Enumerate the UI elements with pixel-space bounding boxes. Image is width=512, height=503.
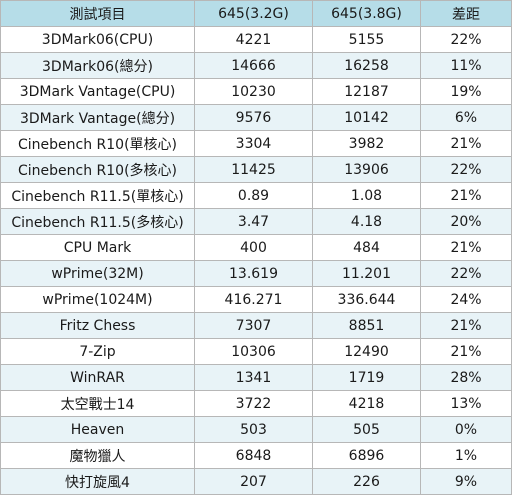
cell-645-3-8g: 3982: [312, 130, 421, 157]
cell-645-3-2g: 6848: [194, 442, 313, 469]
cell-difference: 22%: [420, 260, 512, 287]
cell-645-3-2g: 9576: [194, 104, 313, 131]
cell-test-item: Cinebench R10(單核心): [0, 130, 195, 157]
cell-test-item: 魔物獵人: [0, 442, 195, 469]
cell-645-3-2g: 4221: [194, 26, 313, 53]
cell-test-item: wPrime(1024M): [0, 286, 195, 313]
cell-645-3-8g: 12187: [312, 78, 421, 105]
cell-difference: 21%: [420, 234, 512, 261]
table-row: wPrime(1024M) 416.271 336.644 24%: [0, 286, 512, 313]
cell-645-3-2g: 3722: [194, 390, 313, 417]
cell-difference: 21%: [420, 130, 512, 157]
cell-test-item: wPrime(32M): [0, 260, 195, 287]
cell-test-item: Fritz Chess: [0, 312, 195, 339]
table-row: 3DMark Vantage(總分) 9576 10142 6%: [0, 104, 512, 131]
cell-test-item: 3DMark Vantage(CPU): [0, 78, 195, 105]
cell-difference: 13%: [420, 390, 512, 417]
table-row: 7-Zip 10306 12490 21%: [0, 338, 512, 365]
cell-difference: 24%: [420, 286, 512, 313]
cell-difference: 28%: [420, 364, 512, 391]
cell-645-3-2g: 7307: [194, 312, 313, 339]
cell-645-3-8g: 11.201: [312, 260, 421, 287]
cell-difference: 21%: [420, 338, 512, 365]
cell-difference: 0%: [420, 416, 512, 443]
cell-645-3-8g: 226: [312, 468, 421, 495]
header-645-3-2g: 645(3.2G): [194, 0, 313, 27]
header-row: 測試項目 645(3.2G) 645(3.8G) 差距: [0, 0, 512, 27]
cell-difference: 1%: [420, 442, 512, 469]
cell-645-3-8g: 4218: [312, 390, 421, 417]
cell-645-3-2g: 14666: [194, 52, 313, 79]
cell-645-3-8g: 4.18: [312, 208, 421, 235]
table-row: Fritz Chess 7307 8851 21%: [0, 312, 512, 339]
cell-test-item: 太空戰士14: [0, 390, 195, 417]
cell-difference: 21%: [420, 182, 512, 209]
cell-test-item: Cinebench R11.5(多核心): [0, 208, 195, 235]
table-row: 3DMark Vantage(CPU) 10230 12187 19%: [0, 78, 512, 105]
header-test-item: 測試項目: [0, 0, 195, 27]
cell-difference: 6%: [420, 104, 512, 131]
cell-test-item: 3DMark Vantage(總分): [0, 104, 195, 131]
cell-test-item: Heaven: [0, 416, 195, 443]
cell-645-3-8g: 336.644: [312, 286, 421, 313]
table-row: CPU Mark 400 484 21%: [0, 234, 512, 261]
cell-difference: 11%: [420, 52, 512, 79]
cell-645-3-8g: 10142: [312, 104, 421, 131]
cell-test-item: 快打旋風4: [0, 468, 195, 495]
cell-645-3-8g: 12490: [312, 338, 421, 365]
cell-645-3-2g: 503: [194, 416, 313, 443]
table-row: Cinebench R10(多核心) 11425 13906 22%: [0, 156, 512, 183]
cell-test-item: CPU Mark: [0, 234, 195, 261]
cell-645-3-8g: 6896: [312, 442, 421, 469]
table-row: 太空戰士14 3722 4218 13%: [0, 390, 512, 417]
cell-difference: 19%: [420, 78, 512, 105]
cell-difference: 22%: [420, 26, 512, 53]
table-row: Heaven 503 505 0%: [0, 416, 512, 443]
table-body: 3DMark06(CPU) 4221 5155 22% 3DMark06(總分) 1466…: [0, 26, 512, 495]
cell-645-3-8g: 8851: [312, 312, 421, 339]
header-645-3-8g: 645(3.8G): [312, 0, 421, 27]
cell-645-3-2g: 11425: [194, 156, 313, 183]
cell-test-item: Cinebench R10(多核心): [0, 156, 195, 183]
cell-test-item: Cinebench R11.5(單核心): [0, 182, 195, 209]
table-row: Cinebench R10(單核心) 3304 3982 21%: [0, 130, 512, 157]
cell-test-item: WinRAR: [0, 364, 195, 391]
table-row: 魔物獵人 6848 6896 1%: [0, 442, 512, 469]
table-row: Cinebench R11.5(單核心) 0.89 1.08 21%: [0, 182, 512, 209]
cell-645-3-2g: 13.619: [194, 260, 313, 287]
cell-645-3-8g: 1.08: [312, 182, 421, 209]
cell-645-3-8g: 13906: [312, 156, 421, 183]
cell-645-3-2g: 0.89: [194, 182, 313, 209]
cell-test-item: 3DMark06(總分): [0, 52, 195, 79]
table-row: 快打旋風4 207 226 9%: [0, 468, 512, 495]
table-row: 3DMark06(CPU) 4221 5155 22%: [0, 26, 512, 53]
cell-645-3-2g: 10230: [194, 78, 313, 105]
cell-645-3-8g: 5155: [312, 26, 421, 53]
table-header: 測試項目 645(3.2G) 645(3.8G) 差距: [0, 0, 512, 27]
table-row: Cinebench R11.5(多核心) 3.47 4.18 20%: [0, 208, 512, 235]
cell-645-3-8g: 505: [312, 416, 421, 443]
cell-645-3-2g: 400: [194, 234, 313, 261]
cell-difference: 9%: [420, 468, 512, 495]
cell-difference: 22%: [420, 156, 512, 183]
cell-645-3-2g: 3304: [194, 130, 313, 157]
cell-645-3-2g: 3.47: [194, 208, 313, 235]
cell-645-3-2g: 10306: [194, 338, 313, 365]
cell-difference: 21%: [420, 312, 512, 339]
cell-645-3-2g: 416.271: [194, 286, 313, 313]
cell-645-3-8g: 1719: [312, 364, 421, 391]
cell-645-3-8g: 484: [312, 234, 421, 261]
table-row: 3DMark06(總分) 14666 16258 11%: [0, 52, 512, 79]
table-row: wPrime(32M) 13.619 11.201 22%: [0, 260, 512, 287]
header-difference: 差距: [420, 0, 512, 27]
cell-645-3-8g: 16258: [312, 52, 421, 79]
cell-test-item: 3DMark06(CPU): [0, 26, 195, 53]
cell-645-3-2g: 1341: [194, 364, 313, 391]
table-row: WinRAR 1341 1719 28%: [0, 364, 512, 391]
cell-difference: 20%: [420, 208, 512, 235]
cell-645-3-2g: 207: [194, 468, 313, 495]
cell-test-item: 7-Zip: [0, 338, 195, 365]
